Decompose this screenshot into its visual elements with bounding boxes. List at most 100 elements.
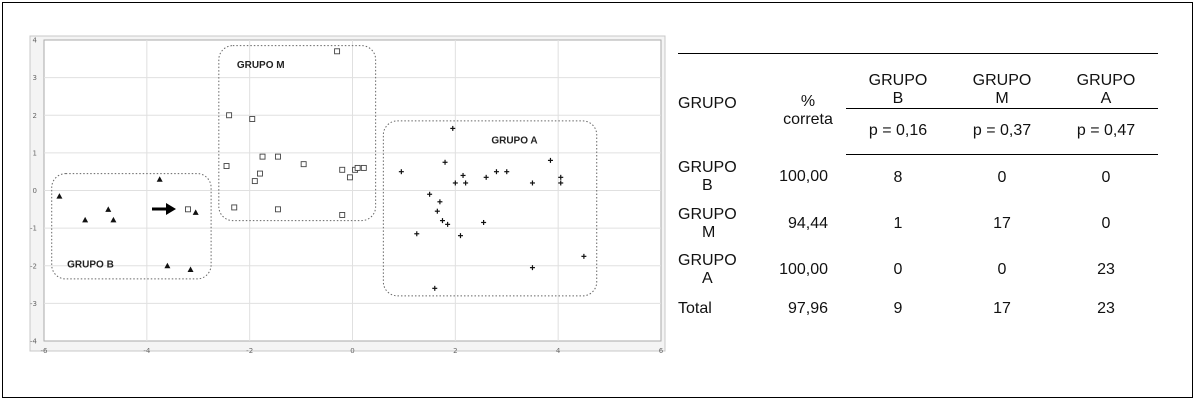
point-plus: [442, 159, 448, 165]
point-triangle: [82, 216, 89, 223]
header-grupo-m-line2: M: [995, 90, 1009, 108]
point-plus: [460, 172, 466, 178]
row-label-grupo-m: GRUPO M: [678, 201, 770, 247]
header-grupo-b: GRUPO B: [846, 52, 950, 110]
point-square: [257, 170, 263, 177]
point-plus: [434, 208, 440, 214]
header-pct-correta: % correta: [770, 53, 846, 154]
table-header-row: GRUPO % correta GRUPO B GRUPO M GRUPO A: [678, 52, 1158, 154]
y-tick-label: 0: [33, 187, 37, 195]
row-label-grupo-a: GRUPO A: [678, 247, 770, 293]
row-label-b-line1: GRUPO: [678, 159, 737, 177]
table-pvalue-row: p = 0,16 p = 0,37 p = 0,47: [678, 108, 1158, 155]
row-label-a-line1: GRUPO: [678, 251, 737, 269]
point-plus: [398, 169, 404, 175]
point-square: [300, 161, 307, 168]
header-grupo-m-line1: GRUPO: [972, 72, 1032, 90]
row-total-cell-m: 17: [993, 299, 1011, 317]
pvalue-grupo-b: p = 0,16: [846, 108, 950, 155]
point-square: [274, 153, 281, 160]
y-tick-label: -1: [30, 225, 37, 233]
row-b-cell-m: 0: [997, 168, 1007, 186]
row-total-pct: 97,96: [787, 299, 828, 317]
point-plus: [547, 157, 553, 163]
point-triangle: [192, 209, 199, 215]
point-plus: [558, 180, 564, 186]
point-square: [185, 206, 191, 213]
point-plus: [450, 125, 456, 131]
row-total-cell-a: 23: [1097, 299, 1115, 317]
arrow-annotation: [152, 203, 176, 215]
row-label-a-line2: A: [702, 269, 713, 287]
point-square: [223, 163, 230, 169]
point-triangle: [156, 176, 163, 182]
table-row-total: Total 97,96 9 17 23: [678, 293, 1158, 325]
point-plus: [581, 253, 587, 259]
point-plus: [558, 174, 564, 180]
row-b-cell-b: 8: [893, 168, 903, 186]
header-grupo-a-line1: GRUPO: [1076, 72, 1136, 90]
pvalue-grupo-a: p = 0,47: [1054, 108, 1158, 155]
point-square: [259, 153, 266, 160]
y-tick-label: -3: [30, 300, 37, 308]
point-plus: [432, 285, 438, 291]
header-grupo: GRUPO: [678, 53, 770, 154]
point-plus: [452, 180, 458, 186]
x-tick-label: -6: [41, 347, 49, 355]
table-row-grupo-a: GRUPO A 100,00 0 0 23: [678, 247, 1158, 293]
header-grupo-b-line2: B: [892, 90, 904, 108]
point-triangle: [164, 262, 171, 269]
y-tick-label: 2: [33, 112, 37, 120]
point-plus: [463, 180, 469, 186]
row-label-m-line1: GRUPO: [678, 205, 737, 223]
header-grupo-m: GRUPO M: [950, 52, 1054, 110]
point-square: [339, 166, 346, 173]
point-triangle: [56, 193, 63, 199]
point-triangle: [110, 216, 117, 223]
x-tick-label: 4: [556, 347, 561, 355]
grupo-b-label: GRUPO B: [67, 260, 114, 271]
x-tick-label: -4: [143, 347, 151, 355]
pvalue-grupo-m: p = 0,37: [950, 108, 1054, 155]
x-tick-label: 6: [659, 347, 664, 355]
point-square: [274, 206, 281, 213]
row-m-cell-m: 17: [993, 214, 1011, 232]
header-grupo-a-line2: A: [1100, 90, 1112, 108]
row-a-cell-m: 0: [997, 260, 1007, 278]
y-tick-label: 1: [33, 149, 37, 157]
grupo-m-box: [218, 45, 377, 222]
table-row-grupo-b: GRUPO B 100,00 8 0 0: [678, 154, 1158, 201]
y-tick-label: 3: [33, 74, 37, 82]
point-square: [354, 164, 361, 171]
header-pct-label: correta: [783, 111, 833, 128]
row-total-cell-b: 9: [893, 299, 903, 317]
y-tick-label: -4: [30, 338, 38, 346]
row-b-cell-a: 0: [1101, 168, 1111, 186]
point-plus: [437, 199, 443, 205]
point-triangle: [105, 206, 112, 212]
header-grupo-a: GRUPO A: [1054, 52, 1158, 110]
x-tick-label: 2: [453, 347, 457, 355]
point-plus: [445, 221, 451, 227]
grupo-m-label: GRUPO M: [237, 60, 285, 71]
point-plus: [427, 191, 433, 197]
grupo-a-box: [382, 120, 598, 297]
point-square: [226, 112, 233, 119]
point-plus: [481, 219, 487, 225]
point-square: [249, 116, 256, 122]
row-a-pct: 100,00: [779, 260, 828, 278]
point-plus: [529, 265, 535, 271]
grupo-a-label: GRUPO A: [491, 135, 537, 146]
point-plus: [457, 233, 463, 239]
header-grupo-b-line1: GRUPO: [868, 72, 928, 90]
point-plus: [504, 169, 510, 175]
point-square: [360, 164, 367, 171]
row-label-total: Total: [678, 299, 712, 317]
row-m-cell-b: 1: [893, 214, 903, 232]
point-square: [346, 174, 353, 181]
y-tick-label: -2: [30, 262, 37, 270]
row-b-pct: 100,00: [779, 168, 828, 186]
point-plus: [529, 180, 535, 186]
row-label-m-line2: M: [702, 223, 716, 241]
